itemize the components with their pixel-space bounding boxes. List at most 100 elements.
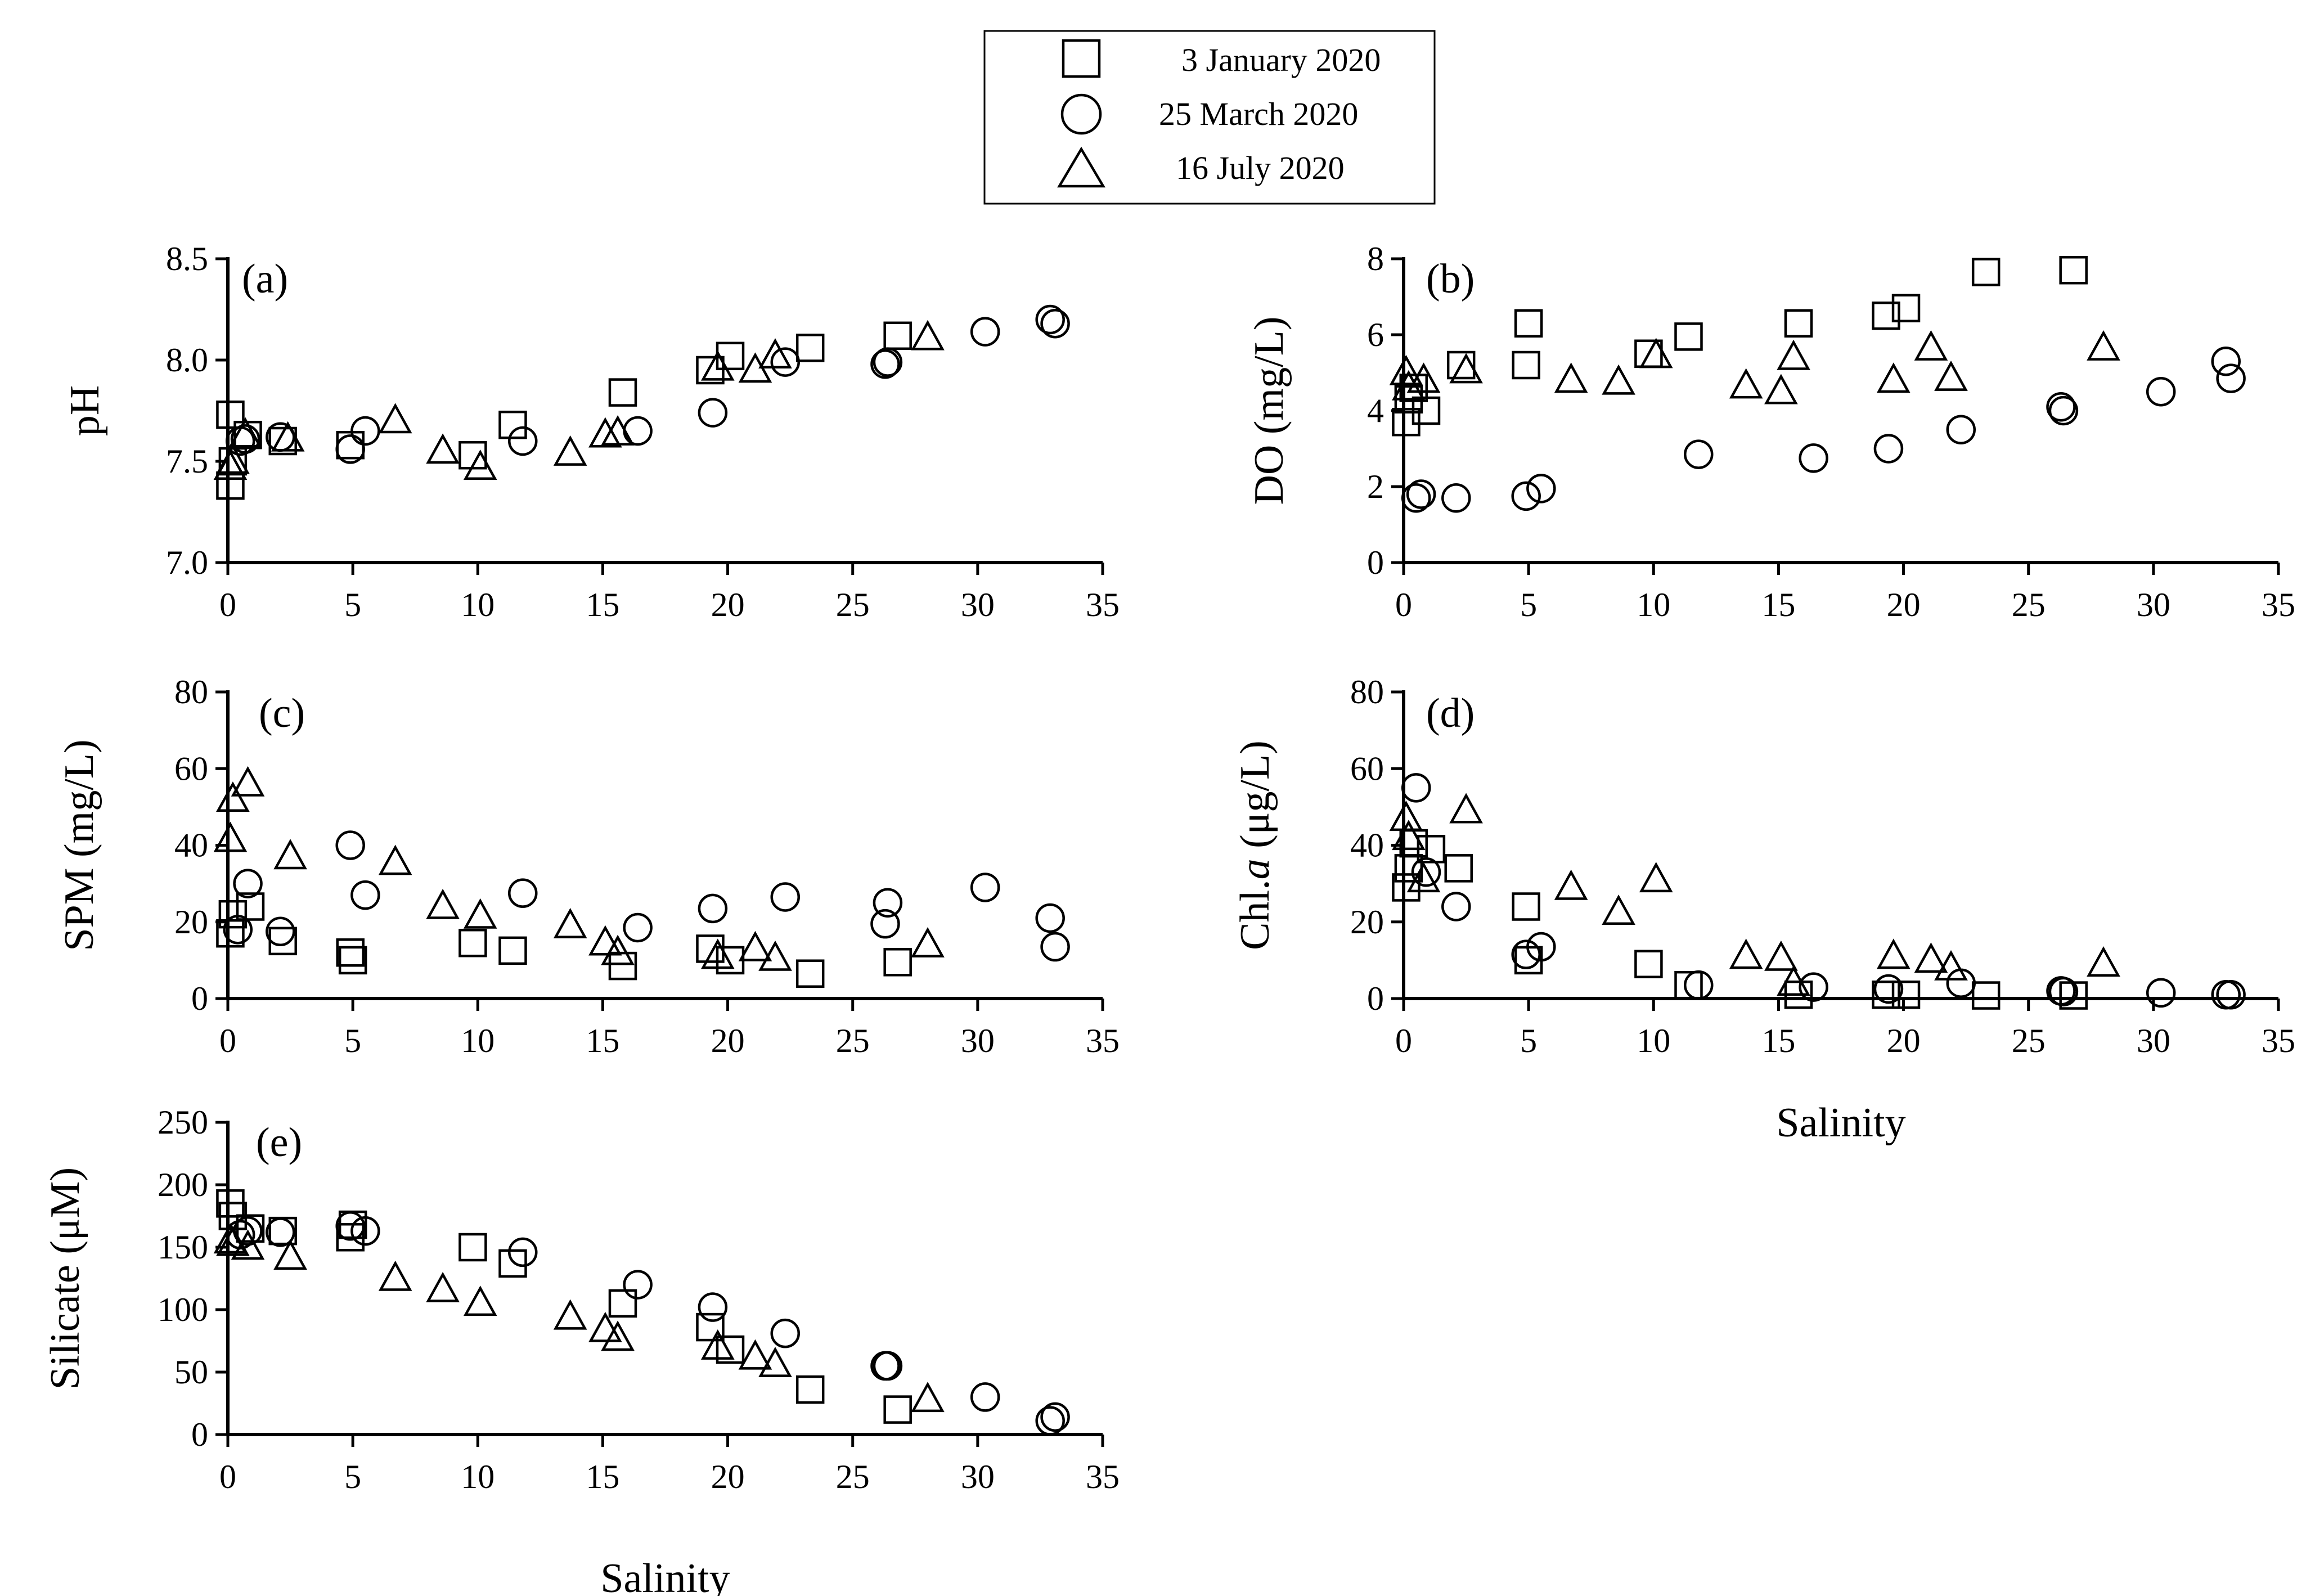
x-tick-label: 5 bbox=[1520, 1022, 1537, 1059]
data-point-triangle bbox=[463, 898, 497, 929]
data-point-circle bbox=[350, 1216, 380, 1246]
data-point-circle bbox=[1401, 483, 1431, 513]
data-point-square bbox=[236, 1214, 265, 1243]
data-point-circle bbox=[770, 882, 801, 912]
data-point-circle bbox=[1040, 308, 1070, 339]
data-point-triangle bbox=[273, 839, 307, 870]
data-point-square bbox=[1891, 294, 1921, 322]
data-point-triangle bbox=[271, 421, 305, 452]
data-point-square bbox=[498, 936, 527, 965]
x-tick-label: 5 bbox=[344, 1458, 361, 1495]
data-point-triangle bbox=[588, 1311, 622, 1342]
data-point-square bbox=[1514, 309, 1543, 338]
data-point-circle bbox=[1799, 443, 1828, 473]
data-point-triangle bbox=[1554, 362, 1588, 393]
data-point-triangle bbox=[216, 1225, 250, 1256]
data-point-circle bbox=[1873, 974, 1904, 1004]
data-point-circle bbox=[2216, 363, 2246, 393]
data-point-triangle bbox=[1602, 894, 1635, 925]
data-point-triangle bbox=[758, 338, 792, 369]
data-point-circle bbox=[508, 1237, 538, 1267]
data-point-triangle bbox=[553, 1299, 587, 1330]
data-point-circle bbox=[970, 1382, 1000, 1412]
data-point-triangle bbox=[216, 443, 250, 474]
data-point-circle bbox=[1511, 939, 1541, 969]
series-circle bbox=[225, 1211, 1070, 1436]
data-point-circle bbox=[1411, 857, 1441, 887]
y-tick-label: 8 bbox=[1367, 240, 1384, 277]
data-point-circle bbox=[1526, 474, 1556, 503]
data-point-square bbox=[1512, 892, 1540, 921]
data-point-triangle bbox=[378, 1260, 412, 1291]
data-point-triangle bbox=[1389, 801, 1423, 831]
panel-e: 0 5 10 15 20 25 30 35 0 50 100 150 200 250 (e) Silicate… bbox=[42, 1104, 1120, 1596]
y-tick-label: 150 bbox=[158, 1229, 208, 1266]
data-point-square bbox=[1784, 309, 1813, 338]
data-point-triangle bbox=[378, 844, 412, 875]
y-tick-label: 2 bbox=[1367, 468, 1384, 505]
data-point-triangle bbox=[1554, 869, 1588, 900]
data-point-square bbox=[338, 946, 367, 975]
y-axis-title: Silicate (μM) bbox=[42, 1167, 88, 1390]
data-point-circle bbox=[335, 830, 365, 860]
x-tick-label: 30 bbox=[2137, 586, 2170, 623]
data-point-circle bbox=[1035, 304, 1065, 335]
data-point-square bbox=[236, 892, 265, 921]
x-tick-label: 20 bbox=[711, 586, 745, 623]
data-point-circle bbox=[1684, 439, 1714, 469]
data-point-circle bbox=[1946, 415, 1976, 444]
data-point-triangle bbox=[231, 1229, 265, 1260]
data-point-circle bbox=[2048, 395, 2079, 426]
data-point-square bbox=[795, 959, 825, 988]
x-tick-label: 25 bbox=[836, 586, 870, 623]
data-point-triangle bbox=[426, 1271, 460, 1302]
data-point-circle bbox=[1406, 479, 1436, 509]
data-point-square bbox=[696, 934, 725, 963]
data-point-square bbox=[1634, 950, 1663, 978]
data-point-triangle bbox=[601, 415, 635, 446]
x-tick-label: 30 bbox=[2137, 1022, 2170, 1059]
x-tick-label: 35 bbox=[1086, 1458, 1120, 1495]
data-point-circle bbox=[266, 1217, 295, 1247]
series-square bbox=[1392, 256, 2088, 437]
panel-a: 0 5 10 15 20 25 30 35 7.0 7.5 8.0 8.5 (a) pH bbox=[62, 240, 1120, 623]
data-point-triangle bbox=[228, 417, 262, 448]
data-point-circle bbox=[873, 347, 903, 377]
legend-box bbox=[983, 30, 1436, 205]
data-point-square bbox=[608, 378, 637, 407]
legend-label-jul: 16 July 2020 bbox=[1176, 150, 1345, 186]
y-tick-label: 8.5 bbox=[166, 240, 208, 277]
x-tick-label: 25 bbox=[836, 1458, 870, 1495]
data-point-square bbox=[1446, 350, 1476, 380]
panel-b: 0 5 10 15 20 25 30 35 0 2 4 6 8 (b) DO (mg/L) bbox=[1246, 240, 2295, 623]
data-point-triangle bbox=[216, 781, 250, 812]
data-point-square bbox=[1392, 408, 1421, 437]
data-point-circle bbox=[1040, 1402, 1070, 1432]
x-tick-label: 35 bbox=[2262, 1022, 2295, 1059]
data-point-circle bbox=[870, 349, 900, 379]
series-triangle bbox=[213, 320, 945, 480]
data-point-triangle bbox=[463, 1285, 497, 1316]
data-point-circle bbox=[1035, 903, 1065, 933]
data-point-square bbox=[458, 1233, 487, 1262]
data-point-circle bbox=[1040, 932, 1070, 962]
data-point-triangle bbox=[1934, 950, 1968, 981]
data-point-triangle bbox=[588, 417, 622, 448]
data-point-circle bbox=[266, 916, 295, 947]
data-point-triangle bbox=[1639, 338, 1673, 368]
y-axis-title: SPM (mg/L) bbox=[56, 739, 102, 951]
y-tick-label: 20 bbox=[174, 903, 208, 941]
data-point-triangle bbox=[601, 934, 635, 965]
data-point-square bbox=[1674, 322, 1703, 351]
y-tick-label: 80 bbox=[1350, 673, 1384, 711]
x-tick-label: 10 bbox=[461, 1022, 495, 1059]
data-point-circle bbox=[623, 1270, 653, 1300]
data-point-circle bbox=[1511, 481, 1541, 511]
data-point-circle bbox=[508, 426, 538, 456]
data-point-circle bbox=[2146, 377, 2176, 407]
data-point-circle bbox=[1946, 968, 1976, 998]
panel-d: 0 5 10 15 20 25 30 35 0 20 40 60 80 (d) Chl.a (μg/L) Sa… bbox=[1232, 673, 2295, 1146]
x-tick-label: 20 bbox=[1887, 1022, 1921, 1059]
x-tick-label: 15 bbox=[1761, 586, 1795, 623]
legend-square-icon bbox=[1062, 39, 1101, 78]
